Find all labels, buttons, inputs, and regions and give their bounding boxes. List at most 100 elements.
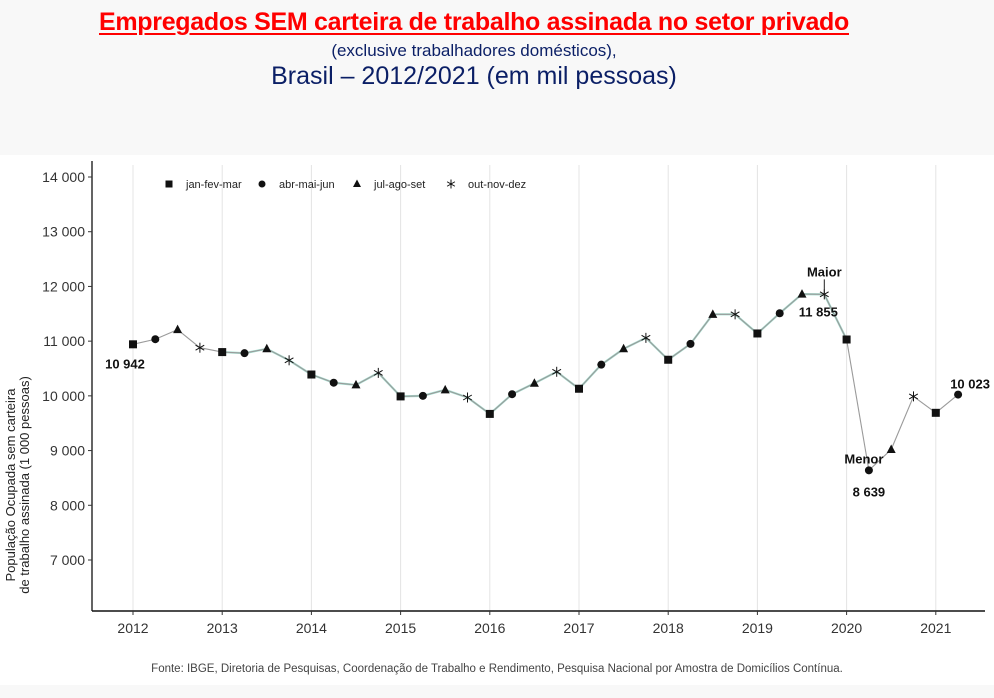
annotation-last: 10 023 [950, 377, 990, 392]
data-point-2015-q2 [418, 391, 427, 400]
data-point-2021-q2 [954, 390, 963, 399]
data-point-2015-q3 [440, 384, 450, 394]
data-point-2016-q3 [529, 378, 539, 387]
data-point-2015-q1 [396, 392, 405, 401]
y-axis-label-line1: População Ocupada sem carteira [3, 388, 18, 582]
y-axis-label: População Ocupada sem carteira de trabal… [3, 376, 32, 594]
series-segment [445, 389, 468, 399]
x-tick-label: 2015 [385, 620, 416, 636]
data-point-2018-q4-stroke [730, 311, 740, 318]
y-axis-label-line2: de trabalho assinada (1 000 pessoas) [17, 376, 32, 594]
axes [91, 161, 985, 612]
annotation-max-value: 11 855 [799, 304, 838, 319]
legend-label: out-nov-dez [468, 179, 526, 191]
y-tick-label: 13 000 [42, 224, 85, 240]
series-segment [155, 329, 178, 340]
line-chart: 7 000 8 000 9 000 10 000 11 000 12 000 13 000 1… [3, 161, 990, 636]
data-point-2013-q1 [218, 348, 227, 357]
annotations: 10 942 Maior 11 855 Menor 8 639 10 023 [105, 264, 990, 499]
y-tick-label: 14 000 [42, 169, 85, 185]
annotation-min-value: 8 639 [853, 484, 886, 499]
x-tick-label: 2019 [742, 620, 773, 636]
data-point-2013-q4-stroke [284, 357, 294, 364]
legend-marker-circle [258, 180, 266, 188]
series-segment [846, 339, 870, 471]
legend-item: jan-fev-mar [165, 179, 242, 191]
legend-label: abr-mai-jun [279, 179, 335, 191]
y-tick-label: 12 000 [42, 278, 85, 294]
chart-title: Empregados SEM carteira de trabalho assi… [99, 8, 849, 36]
x-tick-label: 2014 [296, 620, 327, 636]
x-tick-label: 2018 [653, 620, 684, 636]
chart-subtitle-exclusion: (exclusive trabalhadores domésticos), [331, 41, 617, 60]
data-point-2012-q2 [151, 335, 160, 344]
data-point-2013-q3 [262, 343, 272, 353]
data-point-2020-q4-stroke [908, 393, 919, 400]
x-tick-label: 2013 [207, 620, 238, 636]
grid-lines [132, 165, 937, 611]
data-point-2012-q4 [195, 342, 205, 353]
data-point-2019-q1 [753, 329, 762, 338]
series-segment [690, 314, 714, 345]
legend-marker-asterisk [446, 179, 456, 189]
data-point-2021-q1 [931, 408, 940, 417]
annotation-min-label: Menor [844, 451, 883, 466]
data-point-2017-q4 [641, 332, 651, 343]
data-point-2016-q4-stroke [552, 368, 562, 375]
series-segment [890, 396, 915, 450]
legend-item: abr-mai-jun [258, 179, 335, 191]
data-point-2017-q2 [597, 360, 606, 369]
series-segment [823, 294, 848, 340]
y-tick-label: 8 000 [50, 497, 85, 513]
data-point-2014-q4 [373, 367, 383, 378]
data-point-2015-q4 [462, 392, 473, 403]
chart-header: Empregados SEM carteira de trabalho assi… [0, 0, 994, 155]
y-tick-label: 11 000 [43, 333, 85, 349]
data-point-2016-q4 [552, 366, 562, 377]
legend-item: jul-ago-set [353, 179, 425, 191]
legend-label: jul-ago-set [373, 179, 425, 191]
data-point-2020-q3 [886, 444, 896, 453]
y-tick-label: 10 000 [42, 388, 85, 404]
annotation-first: 10 942 [105, 356, 145, 371]
y-axis-ticks: 7 000 8 000 9 000 10 000 11 000 12 000 13 000 1… [42, 169, 92, 568]
data-point-2014-q4-stroke [373, 369, 383, 376]
y-tick-label: 9 000 [50, 443, 85, 459]
series-line [132, 292, 959, 471]
legend-marker-triangle [353, 179, 361, 187]
legend-item: out-nov-dez [446, 179, 526, 191]
series-segment [578, 364, 602, 390]
x-axis-ticks: 2012 2013 2014 2015 2016 2017 2018 2019 2020 2021 [117, 611, 952, 636]
data-point-2014-q1 [307, 370, 316, 379]
annotation-max-label: Maior [807, 264, 842, 279]
y-tick-label: 7 000 [50, 552, 85, 568]
data-point-2014-q3 [351, 379, 361, 389]
data-point-2017-q3 [619, 343, 629, 353]
data-point-2013-q4 [284, 355, 294, 366]
data-point-2019-q2 [775, 309, 784, 318]
data-point-2012-q3 [173, 324, 183, 334]
series-markers [129, 289, 963, 475]
source-note: Fonte: IBGE, Diretoria de Pesquisas, Coo… [151, 663, 843, 675]
x-tick-label: 2017 [563, 620, 594, 636]
legend: jan-fev-mar abr-mai-jun jul-ago-set out-nov… [165, 179, 526, 191]
legend-label: jan-fev-mar [185, 179, 242, 191]
series-segment [511, 382, 535, 395]
data-point-2020-q4 [908, 391, 919, 402]
x-tick-label: 2021 [920, 620, 951, 636]
data-point-2017-q4-stroke [641, 334, 651, 341]
x-tick-label: 2012 [117, 620, 148, 636]
data-point-2018-q3 [708, 309, 718, 318]
data-point-2012-q1 [129, 340, 137, 349]
legend-marker-asterisk-stroke [446, 181, 456, 187]
data-point-2020-q2 [864, 466, 873, 475]
data-point-2019-q3 [797, 289, 807, 298]
x-tick-label: 2016 [474, 620, 505, 636]
data-point-2015-q4-stroke [462, 394, 473, 401]
data-point-2016-q1 [485, 409, 494, 418]
data-point-2020-q1 [842, 335, 851, 344]
data-point-2014-q2 [329, 378, 338, 387]
data-point-2018-q1 [664, 355, 673, 364]
data-point-2018-q4 [730, 309, 740, 320]
data-point-2013-q2 [240, 349, 249, 358]
